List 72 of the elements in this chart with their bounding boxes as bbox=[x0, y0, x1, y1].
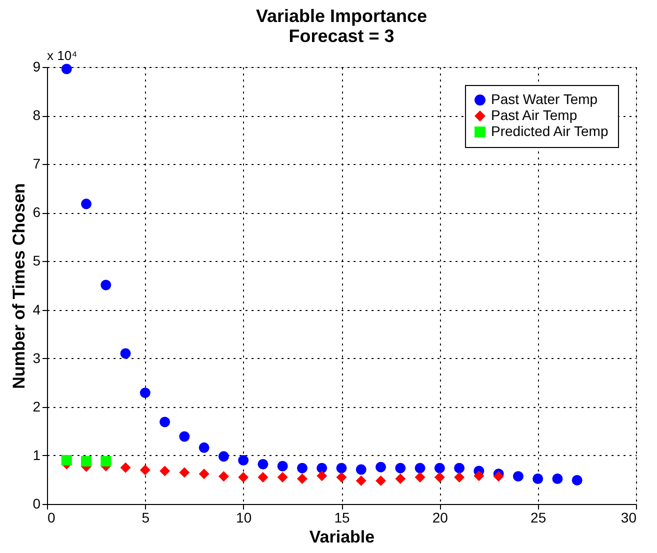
point bbox=[179, 431, 190, 442]
point bbox=[376, 475, 386, 486]
point bbox=[81, 198, 92, 210]
y-tick-label: 9 bbox=[32, 58, 41, 74]
point bbox=[160, 466, 170, 476]
x-tick-label: 0 bbox=[48, 510, 56, 526]
point bbox=[512, 471, 524, 482]
point bbox=[179, 467, 190, 478]
x-tick-label: 15 bbox=[334, 510, 350, 526]
point bbox=[414, 472, 426, 483]
x-axis-title: Variable bbox=[309, 528, 375, 546]
point bbox=[376, 462, 386, 472]
point bbox=[316, 462, 328, 474]
point bbox=[81, 456, 92, 467]
point bbox=[198, 442, 210, 453]
point bbox=[552, 474, 563, 484]
point bbox=[395, 474, 406, 484]
point bbox=[198, 468, 210, 480]
point bbox=[258, 472, 268, 483]
point bbox=[296, 474, 308, 484]
point bbox=[218, 471, 229, 482]
point bbox=[532, 474, 544, 484]
point bbox=[336, 472, 347, 483]
point bbox=[434, 472, 445, 483]
legend-label: Past Water Temp bbox=[491, 91, 598, 107]
point bbox=[100, 456, 112, 467]
y-axis-title: Number of Times Chosen bbox=[10, 183, 29, 389]
point bbox=[572, 474, 582, 486]
point bbox=[140, 464, 150, 476]
point bbox=[296, 462, 308, 474]
point bbox=[238, 455, 249, 466]
point bbox=[218, 451, 229, 462]
point bbox=[336, 462, 347, 474]
point bbox=[454, 472, 465, 483]
point bbox=[120, 348, 131, 359]
point bbox=[160, 416, 170, 428]
point bbox=[238, 472, 249, 483]
text: x 10⁴ bbox=[47, 48, 78, 63]
point bbox=[120, 462, 131, 473]
y-tick-label: 4 bbox=[32, 301, 41, 318]
x-tick-label: 30 bbox=[620, 510, 637, 526]
point bbox=[414, 462, 426, 474]
legend-label: Past Air Temp bbox=[491, 107, 578, 123]
point bbox=[140, 388, 150, 398]
y-tick-label: 5 bbox=[32, 252, 41, 269]
y-tick-label: 6 bbox=[32, 204, 41, 220]
x-tick-label: 20 bbox=[432, 510, 448, 526]
point bbox=[474, 470, 484, 482]
point bbox=[316, 470, 328, 482]
y-tick-label: 3 bbox=[32, 350, 41, 366]
point bbox=[61, 455, 72, 466]
x-tick-label: 5 bbox=[142, 510, 150, 526]
point bbox=[356, 464, 366, 475]
point bbox=[277, 460, 288, 472]
point bbox=[258, 458, 268, 470]
y-tick-label: 0 bbox=[32, 496, 41, 512]
point bbox=[277, 472, 288, 483]
chart-title: Variable Importance Forecast = 3 bbox=[256, 6, 428, 46]
point bbox=[356, 475, 366, 486]
y-tick-label: 8 bbox=[32, 107, 41, 124]
point bbox=[454, 462, 465, 474]
point bbox=[434, 462, 445, 474]
x-tick-label: 25 bbox=[530, 510, 546, 526]
x-tick-label: 10 bbox=[236, 510, 252, 526]
y-tick-label: 2 bbox=[32, 398, 41, 414]
legend-label: Predicted Air Temp bbox=[491, 123, 608, 139]
point bbox=[395, 462, 406, 474]
point bbox=[493, 471, 504, 482]
point bbox=[61, 64, 72, 74]
y-tick-label: 7 bbox=[32, 156, 41, 172]
point bbox=[100, 280, 112, 290]
y-tick-label: 1 bbox=[32, 446, 41, 463]
